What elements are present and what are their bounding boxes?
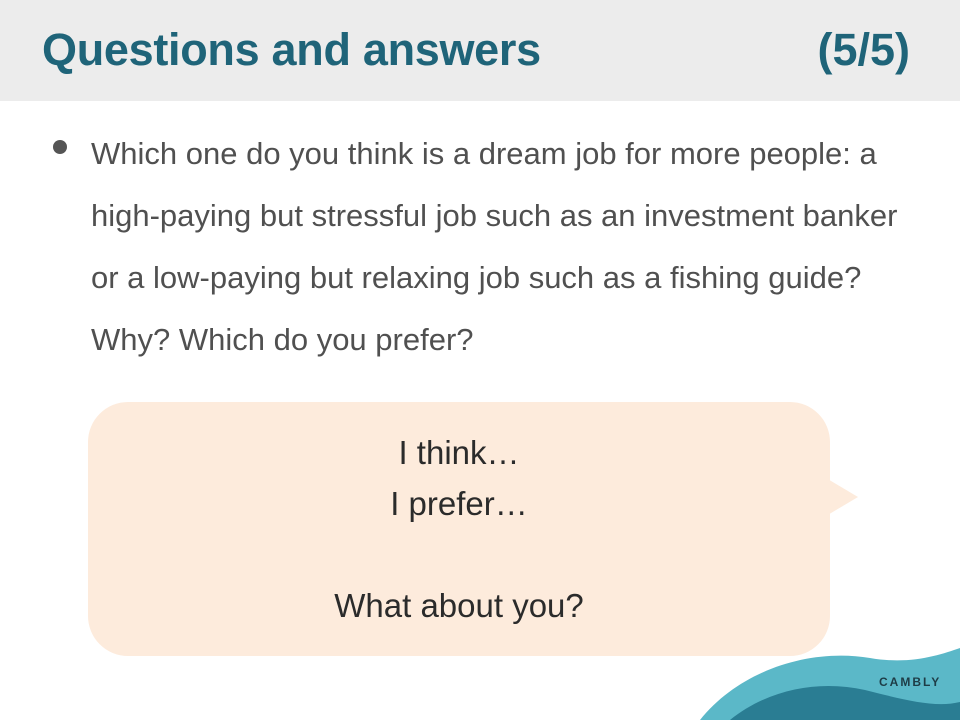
bubble-line-think: I think… (398, 434, 520, 471)
cambly-logo: CAMBLY (879, 675, 942, 689)
bubble-line-question: What about you? (334, 587, 584, 624)
bubble-line-prefer: I prefer… (390, 485, 528, 522)
slide-title: Questions and answers (42, 24, 541, 75)
speech-bubble (88, 402, 830, 656)
speech-bubble-tail-icon (826, 478, 858, 516)
decorative-wave-icon (700, 648, 960, 720)
page-counter: (5/5) (817, 24, 910, 75)
slide-header: Questions and answers (5/5) (0, 0, 960, 101)
bullet-icon (53, 140, 67, 154)
question-text: Which one do you think is a dream job fo… (91, 136, 898, 357)
